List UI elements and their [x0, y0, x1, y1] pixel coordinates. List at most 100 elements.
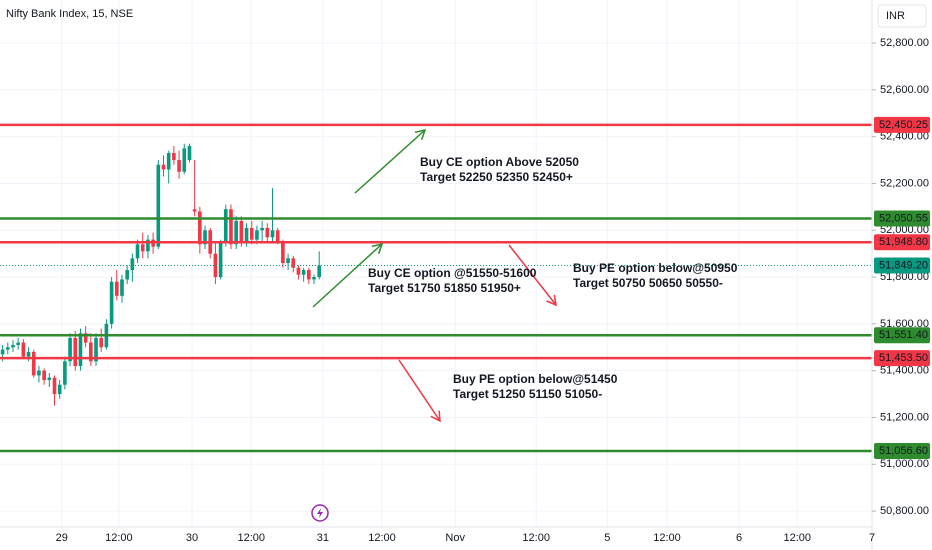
candle-body [78, 333, 83, 366]
annotation: Target 52250 52350 52450+ [420, 170, 573, 184]
y-tick-label: 50,800.00 [880, 505, 929, 517]
currency-box[interactable] [877, 4, 927, 28]
candle-body [21, 342, 26, 357]
x-tick-label: 6 [736, 532, 742, 544]
candle-body [89, 342, 93, 362]
candle-body [31, 351, 36, 376]
y-tick-label: 51,200.00 [880, 411, 929, 423]
candle-body [120, 279, 124, 296]
candle-body [182, 148, 187, 172]
candle-body [11, 344, 15, 348]
candle-body [249, 227, 254, 240]
candle-body [312, 277, 316, 280]
x-tick-label: 12:00 [653, 532, 681, 544]
candle-body [47, 377, 52, 381]
candle-body [291, 258, 296, 268]
candle-body [125, 270, 129, 280]
annotation: Buy PE option below@50950 [573, 261, 738, 275]
arrow [312, 242, 384, 308]
current-price-box [874, 257, 930, 274]
candle-body [26, 351, 31, 357]
x-tick-label: Nov [445, 532, 465, 544]
price-axis: 52,800.00 52,600.00 52,400.00 52,200.00 52,0… [872, 37, 930, 517]
candle-body [146, 239, 150, 252]
candle-body [281, 241, 285, 264]
candle-body [265, 227, 270, 238]
candle-body [244, 227, 249, 242]
candle-body [109, 281, 114, 324]
annotation: Target 51250 51150 51050- [453, 387, 602, 401]
candle-body [229, 209, 233, 245]
candle-body [161, 164, 166, 170]
level-label-box [874, 116, 930, 133]
annotation: Buy CE option Above 52050 [420, 155, 579, 169]
candle-body [42, 370, 46, 381]
y-tick-label: 51,800.00 [880, 271, 929, 283]
candle-body [317, 265, 322, 278]
candle-body [187, 146, 192, 161]
candle-body [0, 349, 5, 355]
chart-title: Nifty Bank Index, 15, NSE [6, 8, 133, 20]
candle-body [83, 333, 88, 343]
level-label: 52,450.25 [879, 119, 928, 131]
candle-body [275, 230, 280, 242]
candle-body [255, 230, 259, 240]
candle-body [270, 230, 275, 238]
candle-body [301, 270, 306, 275]
x-tick-label: 12:00 [105, 532, 133, 544]
candle-body [239, 220, 244, 242]
y-tick-label: 52,600.00 [880, 84, 929, 96]
candle-body [218, 241, 223, 278]
level-label-box [874, 443, 930, 460]
candle-body [68, 337, 72, 362]
annotation: Buy CE option @51550-51600 [368, 266, 537, 280]
x-tick-label: 12:00 [368, 532, 396, 544]
x-tick-label: 31 [317, 532, 329, 544]
candle-body [57, 384, 62, 395]
arrow [354, 128, 427, 194]
candle-body [5, 347, 10, 350]
y-tick-label: 52,400.00 [880, 131, 929, 143]
x-tick-label: 12:00 [237, 532, 265, 544]
candle-body [192, 209, 197, 212]
candle-body [73, 337, 78, 366]
candle-body [140, 244, 145, 252]
candle-body [16, 342, 20, 345]
level-label: 52,050.55 [879, 212, 928, 224]
x-tick-label: 12:00 [522, 532, 550, 544]
candle-body [213, 253, 218, 278]
lightning-icon[interactable] [311, 504, 329, 522]
candle-body [223, 209, 228, 242]
x-tick-label: 12:00 [783, 532, 811, 544]
candle-body [234, 220, 238, 245]
level-label-box [874, 210, 930, 227]
level-label: 51,551.40 [879, 329, 928, 341]
y-tick-label: 52,000.00 [880, 224, 929, 236]
candle-body [99, 337, 104, 348]
candle-body [307, 270, 311, 280]
level-label: 51,948.80 [879, 236, 928, 248]
x-tick-label: 30 [186, 532, 198, 544]
x-tick-label: 5 [604, 532, 610, 544]
candle-body [94, 337, 98, 362]
x-tick-label: 29 [56, 532, 68, 544]
candle-body [166, 153, 171, 170]
candle-body [177, 160, 181, 172]
candle-body [172, 153, 176, 161]
annotation: Target 50750 50650 50550- [573, 276, 723, 290]
y-tick-label: 51,600.00 [880, 318, 929, 330]
candle-body [198, 211, 202, 245]
candle-body [260, 227, 264, 231]
x-tick-label: 7 [869, 532, 875, 544]
current-price-label: 51,849.20 [879, 259, 928, 271]
candle-body [203, 230, 207, 245]
currency: INR [886, 10, 905, 22]
candle-body [156, 164, 161, 247]
candle-body [37, 370, 41, 376]
y-tick-label: 51,000.00 [880, 458, 929, 470]
plot-area [0, 0, 873, 527]
annotation: Buy PE option below@51450 [453, 372, 618, 386]
level-label-box [874, 234, 930, 251]
